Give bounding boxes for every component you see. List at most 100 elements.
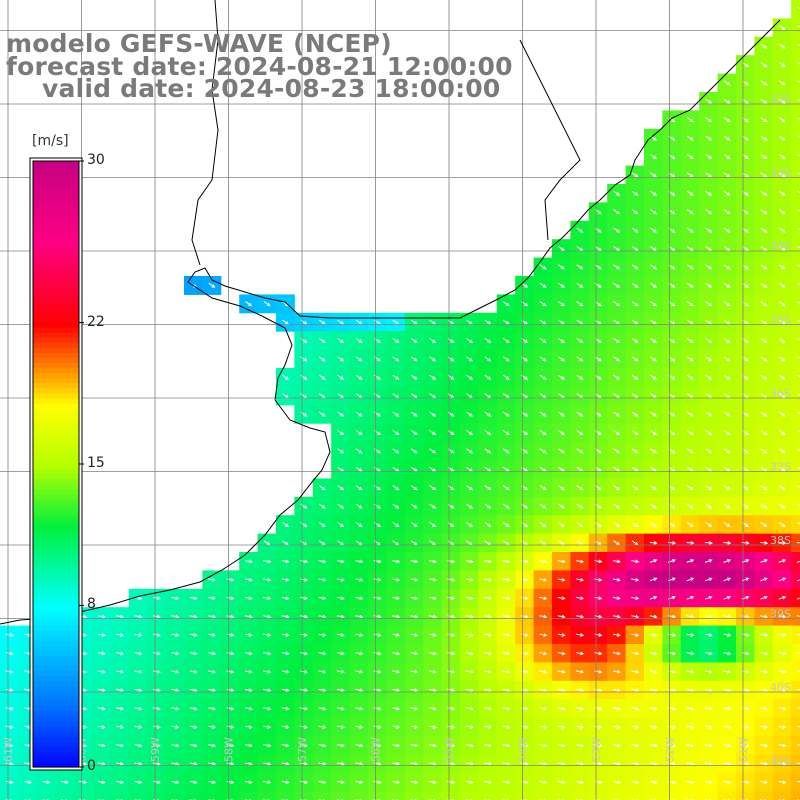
wind-arrow — [797, 319, 800, 323]
wind-arrow — [613, 521, 621, 528]
model-title: modelo GEFS-WAVE (NCEP) — [6, 29, 392, 58]
wind-arrow — [428, 596, 437, 601]
wind-arrow — [650, 319, 657, 325]
wind-cell — [791, 110, 800, 130]
wind-arrow — [281, 614, 290, 619]
wind-arrow — [539, 319, 547, 325]
wind-arrow — [704, 743, 713, 748]
wind-arrow — [686, 356, 694, 362]
wind-arrow — [650, 337, 657, 344]
wind-cell — [791, 18, 800, 38]
wind-arrow — [429, 448, 437, 454]
wind-arrow — [134, 688, 143, 693]
wind-arrow — [263, 743, 272, 748]
wind-arrow — [705, 337, 713, 344]
wind-arrow — [650, 485, 657, 491]
wind-arrow — [244, 743, 253, 748]
wind-arrow — [723, 282, 731, 288]
wind-arrow — [631, 521, 639, 528]
colorbar-segment — [33, 317, 79, 324]
wind-arrow — [226, 761, 235, 766]
wind-arrow — [502, 651, 511, 656]
colorbar-segment — [33, 398, 79, 404]
wind-arrow — [705, 153, 713, 160]
wind-arrow — [686, 282, 694, 288]
wind-arrow — [705, 245, 713, 252]
wind-arrow — [650, 209, 657, 215]
wind-arrow — [704, 577, 713, 582]
wind-arrow — [612, 780, 621, 785]
wind-arrow — [760, 43, 768, 49]
wind-arrow — [557, 706, 566, 711]
wind-arrow — [539, 301, 547, 307]
wind-arrow — [355, 688, 364, 693]
wind-arrow — [134, 614, 143, 619]
colorbar-segment — [33, 322, 79, 329]
wind-arrow — [428, 669, 437, 674]
colorbar-segment — [33, 171, 79, 177]
colorbar-segment — [33, 433, 79, 440]
wind-arrow — [778, 541, 787, 545]
wind-arrow — [263, 725, 272, 729]
wind-cell — [18, 791, 38, 800]
wind-arrow — [705, 282, 713, 288]
wind-arrow — [613, 227, 621, 233]
wind-cell — [791, 73, 800, 93]
wind-arrow — [447, 743, 456, 748]
colorbar-segment — [33, 231, 79, 238]
wind-arrow — [797, 153, 800, 157]
colorbar-segment — [33, 681, 79, 687]
wind-arrow — [723, 541, 732, 545]
wind-arrow — [116, 688, 125, 693]
wind-arrow — [97, 761, 106, 766]
wind-arrow — [502, 669, 511, 674]
wind-arrow — [760, 761, 769, 766]
wind-arrow — [484, 633, 493, 637]
wind-arrow — [392, 614, 401, 619]
colorbar-segment — [33, 337, 79, 344]
wind-arrow — [97, 651, 106, 656]
colorbar-segment — [33, 549, 79, 556]
colorbar-segment — [33, 595, 79, 601]
wind-arrow — [79, 780, 88, 785]
wind-arrow — [778, 301, 786, 307]
wind-arrow — [502, 780, 511, 785]
wind-arrow — [723, 190, 731, 196]
wind-arrow — [355, 319, 363, 325]
wind-arrow — [576, 429, 584, 436]
wind-cell — [552, 791, 571, 800]
wind-arrow — [465, 577, 474, 582]
wind-arrow — [686, 743, 695, 748]
wind-arrow — [318, 669, 327, 674]
wind-arrow — [760, 227, 768, 233]
wind-cell — [791, 404, 800, 424]
wind-cell — [441, 791, 461, 800]
wind-arrow — [723, 319, 731, 325]
wind-arrow — [686, 761, 695, 766]
wind-arrow — [705, 117, 713, 123]
wind-arrow — [318, 319, 326, 325]
colorbar-segment — [33, 312, 79, 319]
wind-arrow — [428, 614, 437, 619]
wind-arrow — [97, 669, 106, 674]
wind-arrow — [392, 411, 400, 417]
wind-arrow — [263, 780, 272, 785]
border-line — [191, 0, 219, 266]
colorbar-segment — [33, 474, 79, 480]
wind-arrow — [613, 374, 621, 380]
wind-arrow — [797, 485, 800, 488]
wind-arrow — [134, 761, 143, 766]
colorbar-segment — [33, 625, 79, 632]
wind-cell — [220, 791, 240, 800]
wind-arrow — [576, 688, 585, 693]
wind-arrow — [189, 780, 198, 785]
wind-arrow — [171, 596, 180, 601]
wind-arrow — [263, 633, 272, 637]
wind-arrow — [576, 614, 585, 619]
wind-arrow — [612, 577, 621, 582]
wind-arrow — [760, 153, 768, 160]
wind-arrow — [355, 577, 364, 582]
wind-arrow — [705, 411, 713, 417]
wind-arrow — [208, 596, 217, 601]
